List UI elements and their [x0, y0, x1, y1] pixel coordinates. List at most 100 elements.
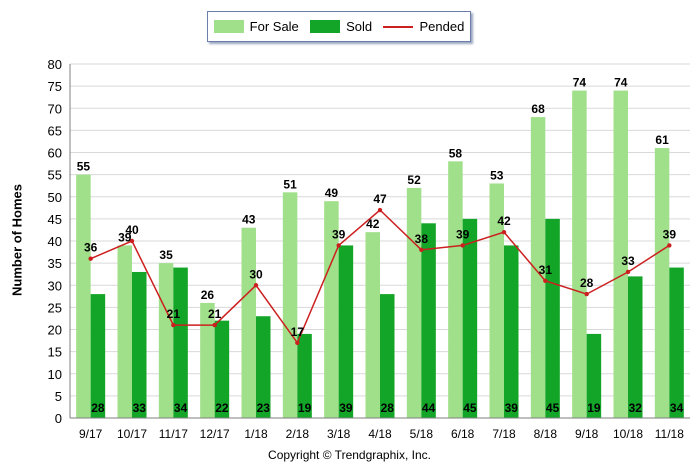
data-label-pended: 30: [249, 267, 263, 281]
x-tick-label: 2/18: [286, 427, 310, 441]
y-tick-label: 60: [48, 146, 62, 161]
bar-for-sale: [76, 174, 91, 418]
data-label-for-sale: 53: [490, 168, 504, 182]
data-label-sold: 39: [339, 401, 353, 415]
bar-sold: [504, 245, 519, 418]
bar-sold: [256, 316, 271, 418]
y-tick-label: 75: [48, 79, 62, 94]
data-label-sold: 19: [298, 401, 312, 415]
data-label-for-sale: 74: [573, 76, 587, 90]
bar-sold: [421, 223, 436, 418]
y-tick-label: 65: [48, 123, 62, 138]
bar-for-sale: [241, 227, 256, 418]
legend-item-sold: Sold: [310, 19, 372, 34]
y-tick-label: 35: [48, 256, 62, 271]
bar-for-sale: [654, 148, 670, 418]
x-tick-label: 8/18: [534, 427, 558, 441]
pended-point: [667, 243, 672, 248]
legend-label-sold: Sold: [346, 19, 373, 34]
x-tick-label: 9/17: [79, 427, 103, 441]
data-label-sold: 44: [422, 401, 436, 415]
legend: For Sale Sold Pended: [207, 11, 471, 42]
bar-for-sale: [158, 263, 174, 418]
y-tick-label: 25: [48, 300, 62, 315]
bar-for-sale: [406, 187, 422, 418]
bar-sold: [462, 218, 478, 418]
bar-for-sale: [572, 90, 587, 419]
data-label-sold: 28: [381, 401, 395, 415]
bar-sold: [214, 320, 230, 418]
data-label-sold: 23: [257, 401, 271, 415]
data-label-pended: 33: [621, 254, 635, 268]
data-label-pended: 39: [332, 227, 346, 241]
pended-point: [253, 283, 259, 288]
pended-point: [295, 340, 300, 345]
y-tick-label: 70: [48, 101, 62, 116]
bar-sold: [90, 294, 106, 418]
bar-sold: [628, 276, 643, 418]
bar-sold: [545, 218, 560, 418]
bar-for-sale: [365, 232, 380, 418]
pended-point: [377, 207, 383, 213]
data-label-sold: 19: [587, 401, 601, 415]
data-label-for-sale: 74: [614, 76, 628, 90]
x-tick-label: 10/18: [613, 427, 643, 441]
x-tick-label: 9/18: [575, 427, 599, 441]
pended-point: [419, 247, 424, 253]
y-axis-label: Number of Homes: [9, 184, 25, 296]
data-label-pended: 21: [208, 307, 222, 321]
legend-label-for-sale: For Sale: [249, 19, 299, 34]
pended-point: [625, 269, 631, 275]
bar-for-sale: [200, 302, 215, 418]
y-tick-label: 15: [48, 345, 62, 360]
y-tick-label: 80: [48, 57, 62, 72]
data-label-pended: 31: [539, 263, 553, 277]
legend-item-pended: Pended: [383, 19, 464, 34]
data-label-for-sale: 43: [242, 213, 256, 227]
legend-swatch-sold: [310, 20, 341, 33]
y-tick-label: 55: [48, 168, 62, 183]
bar-for-sale: [448, 161, 463, 418]
data-label-pended: 38: [415, 232, 429, 246]
y-tick-label: 0: [55, 411, 62, 426]
pended-point: [171, 322, 176, 328]
bar-sold: [338, 245, 354, 418]
bar-for-sale: [282, 192, 298, 418]
legend-swatch-for-sale: [213, 20, 244, 33]
data-label-pended: 21: [167, 307, 181, 321]
data-label-pended: 28: [580, 276, 594, 290]
data-label-sold: 34: [670, 401, 684, 415]
pended-point: [129, 238, 135, 244]
x-tick-label: 1/18: [244, 427, 268, 441]
x-tick-label: 7/18: [492, 427, 516, 441]
pended-point: [543, 278, 548, 284]
data-label-sold: 39: [505, 401, 519, 415]
y-tick-label: 5: [55, 389, 62, 404]
bar-for-sale: [489, 183, 504, 418]
x-tick-label: 6/18: [451, 427, 475, 441]
pended-point: [584, 291, 589, 297]
data-label-pended: 39: [456, 227, 470, 241]
x-tick-label: 10/17: [117, 427, 147, 441]
pended-point: [88, 256, 93, 261]
data-label-for-sale: 49: [325, 186, 339, 200]
bar-sold: [586, 333, 602, 418]
y-tick-label: 40: [48, 234, 62, 249]
axes: [69, 64, 690, 419]
data-label-for-sale: 55: [77, 160, 91, 174]
y-tick-label: 45: [48, 212, 62, 227]
data-label-sold: 32: [629, 401, 643, 415]
data-label-pended: 42: [497, 214, 511, 228]
data-label-pended: 47: [373, 192, 387, 206]
legend-label-pended: Pended: [419, 19, 465, 34]
data-label-pended: 17: [291, 325, 305, 339]
y-tick-label: 10: [48, 367, 62, 382]
x-axis-ticks: 9/17 10/17 11/17 12/17 1/18 2/18 3/18 4/18 5/18 6…: [79, 427, 684, 441]
pended-point: [460, 243, 465, 248]
data-label-sold: 33: [133, 401, 147, 415]
copyright-text: Copyright © Trendgraphix, Inc.: [268, 448, 431, 462]
x-tick-label: 3/18: [327, 427, 351, 441]
bar-sold: [297, 333, 312, 418]
data-label-for-sale: 26: [201, 288, 215, 302]
